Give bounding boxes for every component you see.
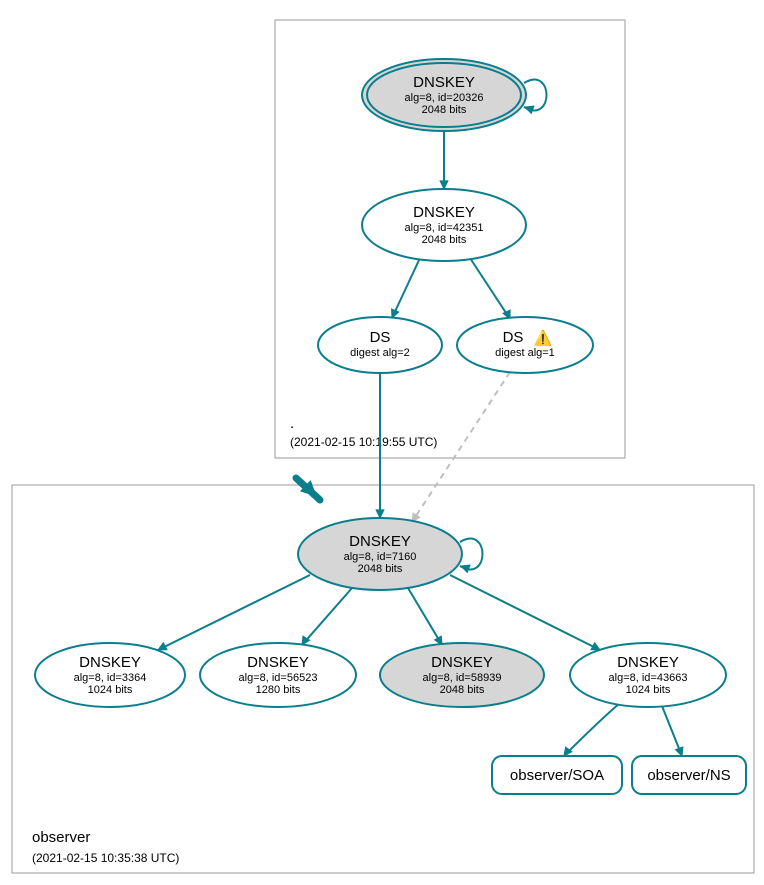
node-n1: DNSKEYalg=8, id=203262048 bits	[362, 59, 547, 131]
node-title: DS	[370, 329, 391, 346]
node-detail: 2048 bits	[358, 563, 403, 575]
warning-icon: ⚠️	[534, 329, 553, 347]
node-detail: 2048 bits	[422, 234, 467, 246]
zone-title-root: .	[290, 415, 294, 432]
node-title: DNSKEY	[349, 533, 411, 550]
node-n2: DNSKEYalg=8, id=423512048 bits	[362, 189, 526, 261]
zone-timestamp-observer: (2021-02-15 10:35:38 UTC)	[32, 851, 179, 865]
self-loop-n5	[460, 539, 483, 570]
edge-n5-n9	[450, 575, 600, 650]
node-detail: digest alg=2	[350, 347, 410, 359]
node-n9: DNSKEYalg=8, id=436631024 bits	[570, 643, 726, 707]
node-title: DNSKEY	[413, 204, 475, 221]
node-detail: 2048 bits	[440, 684, 485, 696]
node-n5: DNSKEYalg=8, id=71602048 bits	[298, 518, 483, 590]
node-n4: DS ⚠️digest alg=1	[457, 317, 593, 373]
node-detail: alg=8, id=3364	[74, 672, 147, 684]
node-detail: alg=8, id=20326	[405, 92, 484, 104]
node-detail: 2048 bits	[422, 104, 467, 116]
nodes: DNSKEYalg=8, id=203262048 bitsDNSKEYalg=…	[35, 59, 746, 794]
node-n11: observer/NS	[632, 756, 746, 794]
node-detail: 1024 bits	[626, 684, 671, 696]
node-detail: 1280 bits	[256, 684, 301, 696]
edge-n5-n6	[158, 575, 310, 650]
edge-n5-n7	[302, 588, 352, 645]
record-label: observer/NS	[647, 767, 730, 784]
node-n6: DNSKEYalg=8, id=33641024 bits	[35, 643, 185, 707]
edge-n2-n3	[392, 258, 420, 318]
node-n10: observer/SOA	[492, 756, 622, 794]
node-detail: 1024 bits	[88, 684, 133, 696]
node-detail: alg=8, id=58939	[423, 672, 502, 684]
edge-n2-n4	[470, 258, 510, 319]
zone-title-observer: observer	[32, 829, 90, 846]
node-title: DNSKEY	[617, 654, 679, 671]
node-title: DNSKEY	[431, 654, 493, 671]
record-label: observer/SOA	[510, 767, 604, 784]
node-detail: digest alg=1	[495, 347, 555, 359]
node-title: DS	[503, 329, 524, 346]
node-detail: alg=8, id=42351	[405, 222, 484, 234]
self-loop-n1	[524, 80, 547, 111]
node-detail: alg=8, id=43663	[609, 672, 688, 684]
edge-n9-n10	[564, 703, 620, 756]
zone-timestamp-root: (2021-02-15 10:19:55 UTC)	[290, 435, 437, 449]
node-detail: alg=8, id=56523	[239, 672, 318, 684]
node-title: DNSKEY	[413, 74, 475, 91]
node-title: DNSKEY	[79, 654, 141, 671]
node-n8: DNSKEYalg=8, id=589392048 bits	[380, 643, 544, 707]
edge-n5-n8	[408, 588, 442, 645]
node-title: DNSKEY	[247, 654, 309, 671]
node-n7: DNSKEYalg=8, id=565231280 bits	[200, 643, 356, 707]
node-detail: alg=8, id=7160	[344, 551, 417, 563]
diagram-canvas: . (2021-02-15 10:19:55 UTC) observer (2021-…	[0, 0, 764, 885]
node-n3: DSdigest alg=2	[318, 317, 442, 373]
